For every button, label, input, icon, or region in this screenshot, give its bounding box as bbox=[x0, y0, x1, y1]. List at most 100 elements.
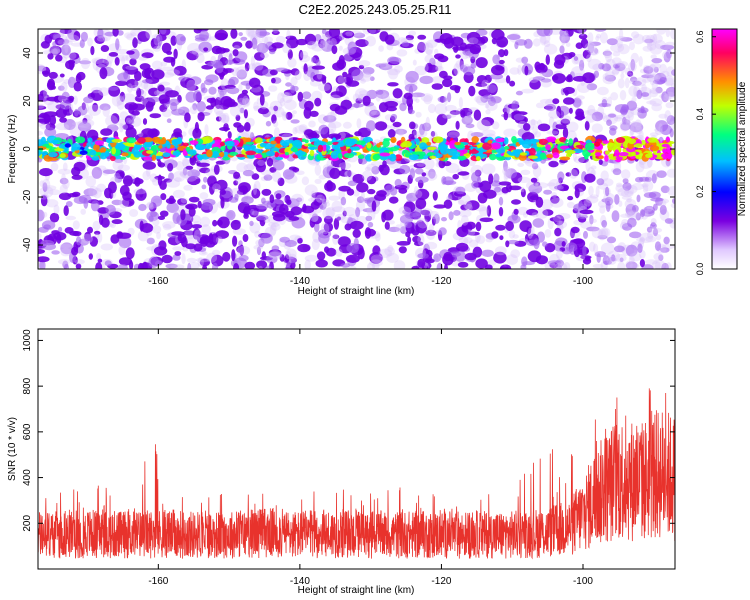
spectrogram-cell bbox=[52, 48, 58, 58]
spectrogram-cell bbox=[156, 34, 163, 46]
spectrogram-cell bbox=[408, 30, 417, 36]
spectrogram-cell bbox=[604, 74, 617, 82]
spectrogram-cell bbox=[524, 233, 530, 243]
spectrogram-cell bbox=[162, 108, 172, 118]
spectrogram-cell bbox=[243, 109, 248, 119]
spectrogram-cell bbox=[53, 231, 67, 241]
spectrogram-cell bbox=[245, 150, 257, 156]
spectrogram-cell bbox=[115, 143, 126, 150]
spectrogram-cell bbox=[266, 150, 276, 157]
spectrogram-cell bbox=[361, 170, 373, 181]
spectrogram-cell bbox=[352, 173, 365, 184]
spectrogram-cell bbox=[648, 191, 661, 199]
spectrogram-cell bbox=[611, 57, 622, 65]
spectrogram-cell bbox=[627, 138, 637, 145]
spectrogram-cell bbox=[517, 162, 525, 167]
spectrogram-cell bbox=[596, 178, 605, 186]
spectrogram-cell bbox=[610, 43, 625, 53]
spectrogram-cell bbox=[529, 195, 539, 201]
spectrogram-cell bbox=[80, 57, 91, 70]
spectrogram-cell bbox=[310, 201, 320, 210]
x-tick-label: -160 bbox=[148, 276, 168, 287]
spectrogram-cell bbox=[55, 122, 69, 131]
spectrogram-cell bbox=[152, 225, 162, 234]
y-tick-label: 40 bbox=[22, 47, 33, 59]
spectrogram-cell bbox=[77, 120, 92, 128]
spectrogram-cell bbox=[97, 232, 103, 243]
spectrogram-cell bbox=[646, 226, 653, 233]
spectrogram-cell bbox=[304, 139, 309, 144]
colorbar-tick-label: 0.4 bbox=[695, 108, 705, 121]
spectrogram-cell bbox=[415, 176, 429, 183]
spectrogram-cell bbox=[125, 54, 131, 62]
spectrogram-cell bbox=[104, 260, 112, 267]
spectrogram-cell bbox=[280, 139, 286, 146]
spectrogram-cell bbox=[143, 156, 152, 161]
spectrogram-cell bbox=[42, 178, 51, 191]
x-tick-label: -100 bbox=[573, 576, 593, 587]
spectrogram-cell bbox=[379, 152, 391, 157]
spectrogram-cell bbox=[536, 29, 551, 37]
spectrogram-cell bbox=[292, 110, 297, 115]
spectrogram-cell bbox=[665, 262, 672, 269]
spectrogram-cell bbox=[71, 246, 79, 256]
spectrogram-cell bbox=[465, 123, 475, 129]
spectrogram-cell bbox=[549, 217, 560, 222]
spectrogram-cell bbox=[69, 125, 81, 137]
spectrogram-cell bbox=[641, 92, 650, 97]
spectrogram-cell bbox=[408, 154, 419, 161]
spectrogram-cell bbox=[588, 185, 594, 197]
spectrogram-cell bbox=[656, 170, 667, 178]
spectrogram-cell bbox=[346, 188, 355, 196]
spectrogram-cell bbox=[539, 71, 547, 76]
spectrogram-cell bbox=[38, 65, 46, 72]
spectrogram-cell bbox=[551, 192, 557, 198]
spectrogram-cell bbox=[116, 48, 130, 55]
spectrogram-cell bbox=[116, 99, 125, 111]
spectrogram-cell bbox=[340, 263, 351, 268]
spectrogram-cell bbox=[633, 86, 638, 97]
spectrogram-cell bbox=[378, 102, 389, 113]
spectrogram-cell bbox=[57, 85, 65, 91]
spectrogram-cell bbox=[159, 210, 169, 217]
spectrogram-cell bbox=[571, 66, 585, 78]
y-tick-label: 800 bbox=[22, 377, 33, 394]
spectrogram-cell bbox=[364, 166, 371, 172]
spectrogram-cell bbox=[87, 104, 102, 116]
spectrogram-cell bbox=[405, 70, 419, 83]
spectrogram-cell bbox=[614, 194, 620, 205]
spectrogram-cell bbox=[354, 131, 362, 137]
spectrogram-cell bbox=[409, 168, 416, 179]
spectrogram-cell bbox=[125, 117, 132, 124]
spectrogram-cell bbox=[137, 31, 150, 42]
spectrogram-cell bbox=[653, 228, 658, 237]
spectrogram-cell bbox=[212, 262, 218, 269]
spectrogram-cell bbox=[90, 45, 95, 56]
spectrogram-cell bbox=[366, 207, 372, 216]
spectrogram-cell bbox=[362, 95, 371, 107]
spectrogram-cell bbox=[587, 40, 595, 52]
spectrogram-cell bbox=[146, 168, 151, 177]
spectrogram-cell bbox=[108, 52, 119, 57]
spectrogram-cell bbox=[641, 183, 649, 188]
spectrogram-cell bbox=[199, 258, 211, 267]
spectrogram-cell bbox=[159, 29, 167, 35]
spectrogram-cell bbox=[180, 209, 186, 221]
spectrogram-cell bbox=[117, 232, 123, 237]
spectrogram-cell bbox=[166, 202, 179, 213]
spectrogram-cell bbox=[284, 210, 295, 218]
spectrogram-cell bbox=[617, 187, 630, 197]
spectrogram-cell bbox=[251, 37, 258, 50]
spectrogram-cell bbox=[415, 198, 427, 210]
spectrogram-cell bbox=[382, 160, 387, 168]
spectrogram-cell bbox=[379, 63, 393, 71]
spectrogram-cell bbox=[314, 164, 322, 176]
spectrogram-cell bbox=[196, 162, 210, 167]
spectrogram-cell bbox=[241, 98, 251, 108]
spectrogram-cell bbox=[652, 79, 666, 85]
spectrogram-cell bbox=[632, 80, 642, 86]
spectrogram-cell bbox=[666, 168, 675, 178]
spectrogram-cell bbox=[660, 70, 670, 78]
spectrogram-cell bbox=[537, 123, 551, 132]
spectrogram-cell bbox=[377, 29, 392, 32]
